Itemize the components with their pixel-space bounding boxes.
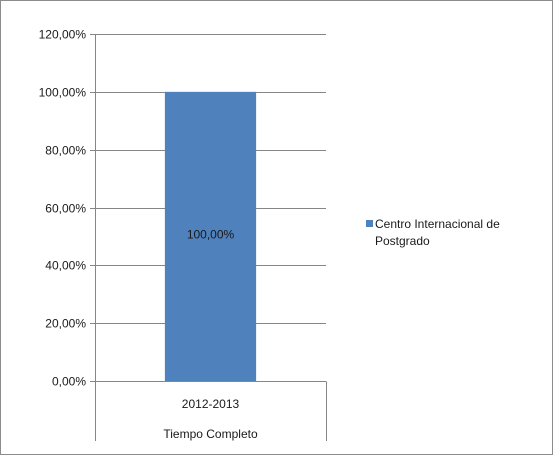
bar-data-label: 100,00% bbox=[187, 227, 235, 241]
legend: Centro Internacional de Postgrado bbox=[366, 216, 546, 250]
x-category-label: 2012-2013 bbox=[182, 397, 240, 411]
x-group-label: Tiempo Completo bbox=[163, 427, 258, 441]
y-tick-label: 80,00% bbox=[45, 144, 86, 158]
y-tick-label: 100,00% bbox=[39, 86, 87, 100]
legend-label: Centro Internacional de Postgrado bbox=[375, 217, 500, 248]
legend-swatch bbox=[366, 220, 373, 227]
y-tick-label: 0,00% bbox=[52, 375, 86, 389]
bar bbox=[164, 91, 257, 381]
y-tick-label: 120,00% bbox=[39, 28, 87, 42]
y-tick-label: 40,00% bbox=[45, 259, 86, 273]
y-tick-label: 60,00% bbox=[45, 202, 86, 216]
y-tick-label: 20,00% bbox=[45, 317, 86, 331]
